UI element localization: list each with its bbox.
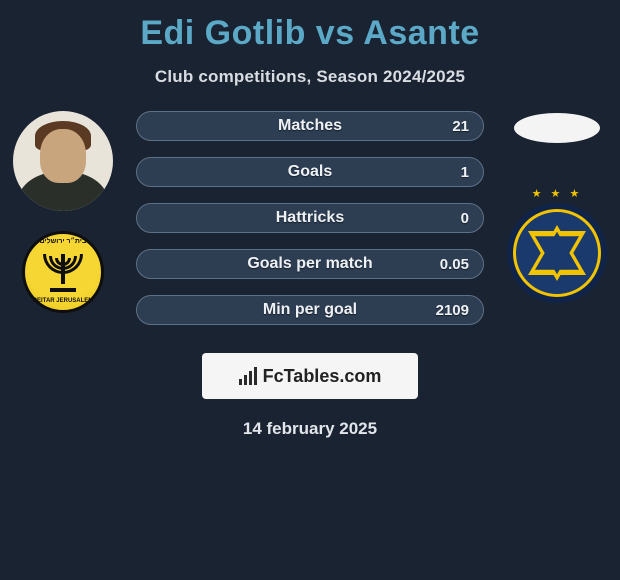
left-column: בית״ר ירושלים BEITAR JERUSALEM	[8, 111, 118, 313]
footer-date: 14 february 2025	[0, 419, 620, 439]
stat-value-right: 1	[461, 164, 469, 181]
stat-value-right: 2109	[436, 302, 469, 319]
footer-logo[interactable]: FcTables.com	[202, 353, 418, 399]
club-badge-right: ★ ★ ★	[507, 203, 607, 303]
stat-row-goals: Goals 1	[136, 157, 484, 187]
page-title: Edi Gotlib vs Asante	[0, 14, 620, 53]
stat-row-mpg: Min per goal 2109	[136, 295, 484, 325]
stat-row-gpm: Goals per match 0.05	[136, 249, 484, 279]
stat-label: Hattricks	[276, 209, 344, 227]
bars-icon	[239, 367, 257, 385]
stat-value-right: 0.05	[440, 256, 469, 273]
main-area: בית״ר ירושלים BEITAR JERUSALEM Matches 2…	[0, 111, 620, 325]
stat-label: Goals per match	[247, 255, 372, 273]
stat-label: Matches	[278, 117, 342, 135]
player-avatar-right	[514, 113, 600, 143]
stat-row-hattricks: Hattricks 0	[136, 203, 484, 233]
page-subtitle: Club competitions, Season 2024/2025	[0, 67, 620, 87]
stat-value-right: 21	[452, 118, 469, 135]
right-column: ★ ★ ★	[502, 111, 612, 303]
stat-row-matches: Matches 21	[136, 111, 484, 141]
stat-label: Min per goal	[263, 301, 357, 319]
comparison-card: Edi Gotlib vs Asante Club competitions, …	[0, 0, 620, 449]
stat-value-right: 0	[461, 210, 469, 227]
footer-logo-text: FcTables.com	[263, 366, 382, 387]
club-badge-left: בית״ר ירושלים BEITAR JERUSALEM	[22, 231, 104, 313]
stats-column: Matches 21 Goals 1 Hattricks 0 Goals per…	[136, 111, 484, 325]
player-avatar-left	[13, 111, 113, 211]
stat-label: Goals	[288, 163, 332, 181]
